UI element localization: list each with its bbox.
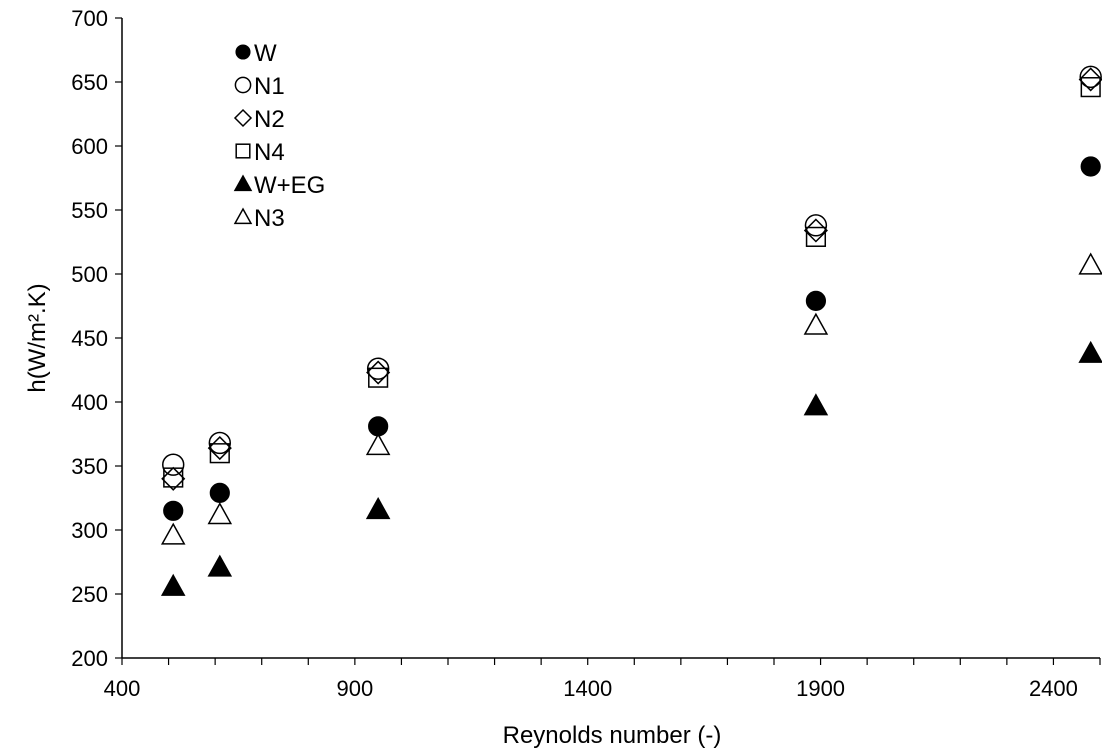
axes bbox=[115, 17, 1101, 665]
data-points bbox=[160, 65, 1102, 596]
y-axis-label: h(W/m².K) bbox=[24, 283, 51, 392]
x-tick-label: 1400 bbox=[563, 676, 612, 701]
data-point bbox=[805, 226, 827, 247]
x-tick-label: 400 bbox=[104, 676, 141, 701]
y-tick-label: 500 bbox=[71, 262, 108, 287]
y-tick-label: 450 bbox=[71, 326, 108, 351]
y-tick-label: 700 bbox=[71, 6, 108, 31]
data-point bbox=[207, 502, 233, 525]
series-n3 bbox=[160, 252, 1102, 545]
data-point bbox=[368, 416, 389, 437]
data-point bbox=[1079, 65, 1102, 89]
data-point bbox=[805, 290, 827, 311]
legend-label: W bbox=[254, 40, 277, 67]
data-point bbox=[207, 554, 233, 577]
data-point bbox=[1078, 252, 1102, 275]
legend-label: N2 bbox=[254, 106, 285, 133]
series-n2 bbox=[161, 67, 1102, 491]
y-tick-label: 250 bbox=[71, 582, 108, 607]
data-point bbox=[365, 496, 391, 520]
series-n4 bbox=[163, 77, 1101, 488]
data-point bbox=[163, 500, 184, 521]
data-point bbox=[209, 443, 230, 464]
x-tick-label: 1900 bbox=[796, 676, 845, 701]
data-point bbox=[161, 466, 186, 491]
y-tick-label: 650 bbox=[71, 70, 108, 95]
data-point bbox=[208, 431, 232, 455]
data-point bbox=[803, 218, 828, 243]
data-point bbox=[365, 432, 391, 456]
x-tick-label: 2400 bbox=[1029, 676, 1078, 701]
series-n1 bbox=[162, 65, 1102, 476]
legend-label: W+EG bbox=[254, 172, 325, 199]
data-point bbox=[1078, 340, 1102, 363]
legend-label: N4 bbox=[254, 139, 285, 166]
x-tick-label: 900 bbox=[336, 676, 373, 701]
data-point bbox=[209, 482, 230, 503]
data-point bbox=[366, 360, 391, 385]
legend-marker bbox=[233, 108, 253, 128]
legend-marker bbox=[233, 207, 253, 225]
legend: W N1 N2 N4 W+EG N3 bbox=[233, 40, 325, 232]
legend-marker bbox=[234, 76, 252, 94]
legend-marker bbox=[235, 44, 251, 60]
y-tick-label: 550 bbox=[71, 198, 108, 223]
data-point bbox=[366, 357, 390, 380]
legend-label: N3 bbox=[254, 205, 285, 232]
tick-labels: 200 250 300 350 400 450 500 550 600 650 700 400 900 1… bbox=[71, 6, 1078, 701]
data-point bbox=[160, 522, 186, 545]
legend-label: N1 bbox=[254, 73, 285, 100]
data-point bbox=[368, 367, 389, 388]
data-point bbox=[1080, 156, 1101, 177]
y-tick-label: 600 bbox=[71, 134, 108, 159]
y-tick-label: 200 bbox=[71, 646, 108, 671]
x-axis-label: Reynolds number (-) bbox=[503, 722, 722, 749]
data-point bbox=[163, 467, 184, 488]
data-point bbox=[207, 436, 232, 461]
legend-marker bbox=[233, 174, 253, 192]
data-point bbox=[162, 453, 185, 476]
data-point bbox=[1080, 77, 1101, 98]
data-point bbox=[160, 573, 186, 596]
series-w-eg bbox=[160, 340, 1102, 596]
y-tick-label: 300 bbox=[71, 518, 108, 543]
y-tick-label: 350 bbox=[71, 454, 108, 479]
series-w bbox=[163, 156, 1101, 521]
legend-marker bbox=[235, 143, 251, 159]
data-point bbox=[804, 214, 828, 237]
data-point bbox=[803, 393, 829, 416]
data-point bbox=[803, 312, 829, 335]
y-tick-label: 400 bbox=[71, 390, 108, 415]
data-point bbox=[1078, 67, 1102, 92]
